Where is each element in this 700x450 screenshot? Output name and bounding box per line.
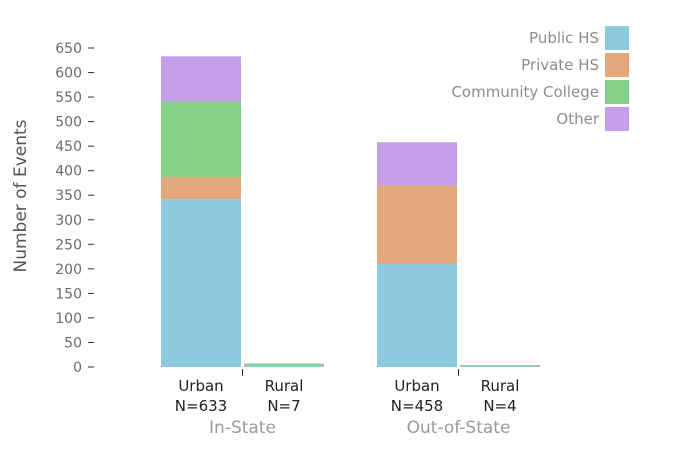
x-axis: Urban N=633 Rural N=7 In-State Urban N=458 Rura… bbox=[175, 369, 520, 438]
x-category-n-label: N=7 bbox=[267, 397, 300, 415]
x-category-label: Rural bbox=[265, 377, 304, 395]
x-category-n-label: N=4 bbox=[483, 397, 516, 415]
y-tick-label: 550 bbox=[55, 90, 82, 106]
bar-segment-public-hs bbox=[161, 199, 241, 367]
legend-label: Community College bbox=[451, 83, 599, 101]
y-tick-label: 650 bbox=[55, 41, 82, 57]
y-tick-label: 250 bbox=[55, 237, 82, 253]
x-category-n-label: N=633 bbox=[175, 397, 227, 415]
bar-segment-public-hs bbox=[460, 365, 540, 367]
y-axis: 0 50 100 150 200 250 300 350 400 450 500 550 600 650 bbox=[55, 41, 94, 376]
y-tick-label: 100 bbox=[55, 311, 82, 327]
legend-label: Private HS bbox=[521, 56, 599, 74]
bar-segment-other bbox=[244, 363, 324, 365]
x-group-label: In-State bbox=[209, 418, 276, 438]
y-tick-label: 600 bbox=[55, 66, 82, 82]
y-tick-label: 150 bbox=[55, 286, 82, 302]
bar-segment-private-hs bbox=[377, 185, 457, 264]
bar-segment-private-hs bbox=[244, 365, 324, 366]
y-tick-label: 50 bbox=[64, 335, 82, 351]
bars bbox=[161, 56, 540, 367]
legend-swatch bbox=[605, 80, 629, 104]
x-group-label: Out-of-State bbox=[407, 418, 511, 438]
legend-swatch bbox=[605, 53, 629, 77]
bar-segment-public-hs bbox=[244, 365, 324, 367]
x-category-label: Urban bbox=[178, 377, 223, 395]
x-category-n-label: N=458 bbox=[391, 397, 443, 415]
y-tick-label: 350 bbox=[55, 188, 82, 204]
legend: Public HS Private HS Community College Othe… bbox=[451, 26, 629, 131]
x-category-label: Rural bbox=[481, 377, 520, 395]
bar-segment-private-hs bbox=[161, 177, 241, 200]
legend-label: Public HS bbox=[529, 29, 599, 47]
legend-swatch bbox=[605, 26, 629, 50]
bar-segment-public-hs bbox=[377, 263, 457, 367]
y-tick-label: 450 bbox=[55, 139, 82, 155]
y-axis-title: Number of Events bbox=[11, 119, 31, 272]
y-tick-label: 300 bbox=[55, 213, 82, 229]
y-tick-label: 400 bbox=[55, 164, 82, 180]
x-category-label: Urban bbox=[394, 377, 439, 395]
bar-segment-community-college bbox=[244, 364, 324, 366]
bar-segment-community-college bbox=[161, 101, 241, 178]
bar-segment-other bbox=[377, 142, 457, 186]
y-tick-label: 0 bbox=[73, 360, 82, 376]
y-tick-label: 500 bbox=[55, 115, 82, 131]
legend-swatch bbox=[605, 107, 629, 131]
bar-segment-private-hs bbox=[460, 365, 540, 366]
bar-segment-other bbox=[161, 56, 241, 102]
legend-label: Other bbox=[556, 110, 599, 128]
y-tick-label: 200 bbox=[55, 262, 82, 278]
